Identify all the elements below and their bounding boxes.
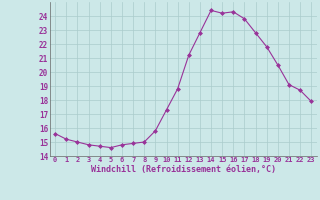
- X-axis label: Windchill (Refroidissement éolien,°C): Windchill (Refroidissement éolien,°C): [91, 165, 276, 174]
